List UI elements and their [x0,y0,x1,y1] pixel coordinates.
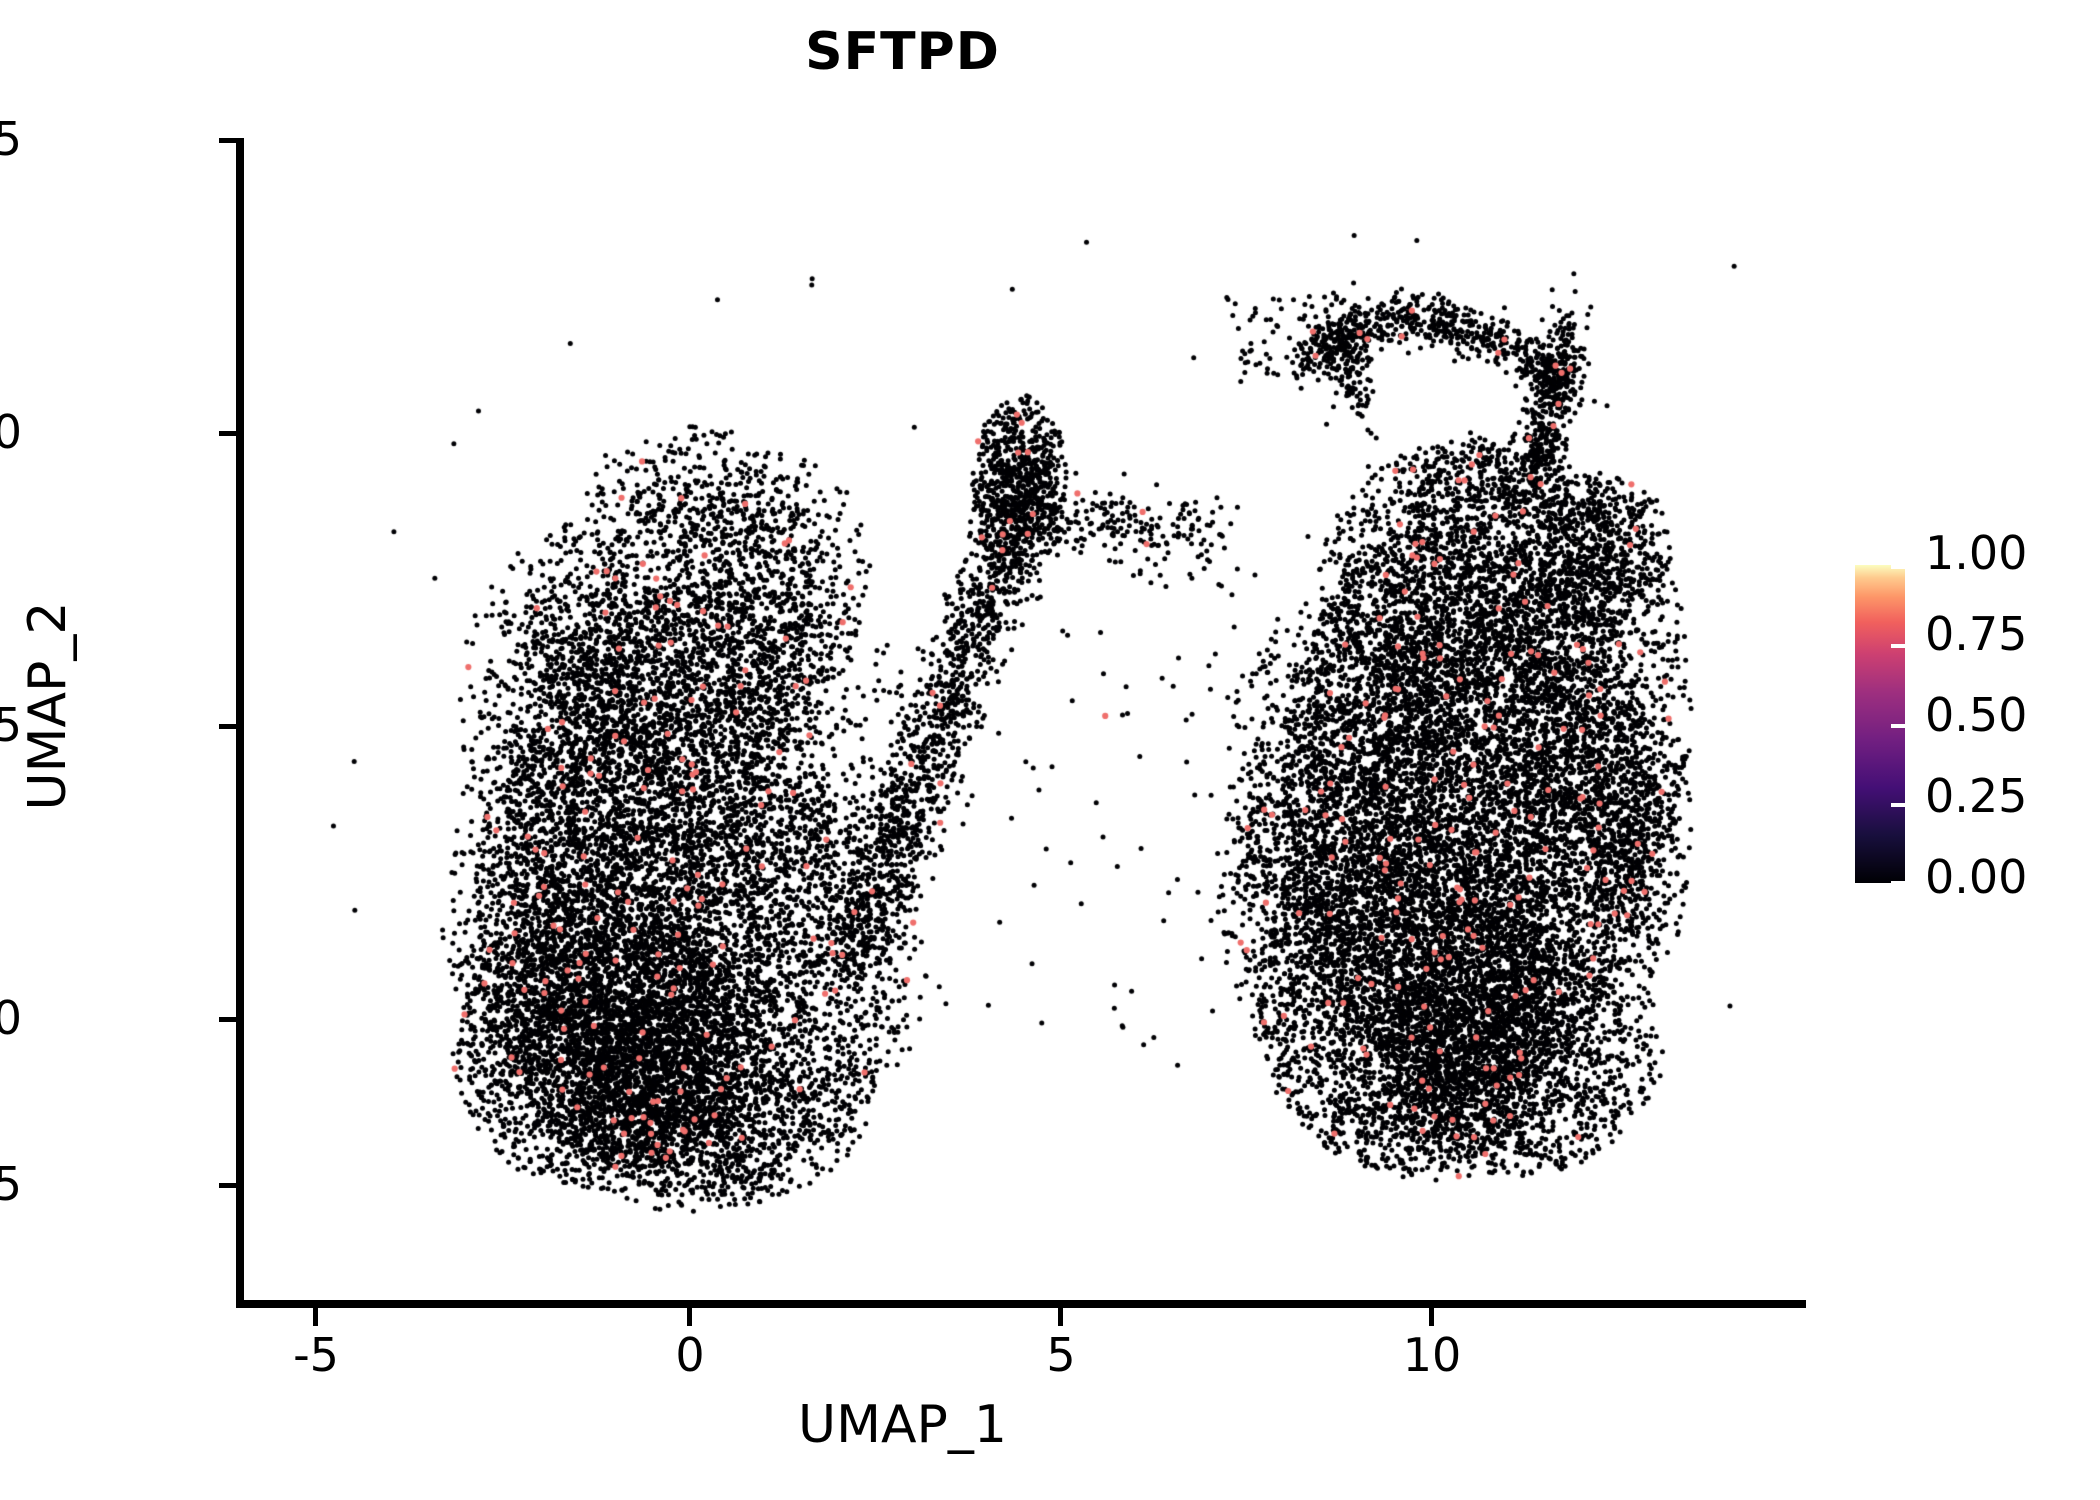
x-tick-label: -5 [293,1328,339,1382]
y-axis-spine [236,138,244,1308]
colorbar: 1.00 0.75 0.50 0.25 0.00 [1855,526,2027,904]
colorbar-label: 0.00 [1925,850,2028,904]
scatter-canvas [243,140,1805,1303]
colorbar-tick [1891,803,1905,807]
y-tick-label: 7.5 [0,112,22,166]
scatter-plot-area [243,140,1805,1303]
colorbar-label: 0.75 [1925,607,2028,661]
x-tick-mark [687,1308,692,1326]
y-tick-label: 5.0 [0,405,22,459]
x-axis-spine [236,1300,1806,1308]
x-tick-label: 0 [675,1328,705,1382]
x-tick-mark [313,1308,318,1326]
x-tick-mark [1429,1308,1434,1326]
colorbar-tick [1891,881,1905,885]
x-tick-mark [1058,1308,1063,1326]
y-tick-label: 2.5 [0,698,22,752]
y-tick-mark [219,1183,236,1188]
y-tick-mark [219,138,236,143]
colorbar-tick [1891,565,1905,569]
colorbar-label: 0.25 [1925,769,2028,823]
x-tick-label: 5 [1046,1328,1076,1382]
y-tick-label: -2.5 [0,1157,22,1211]
y-tick-mark [219,724,236,729]
x-tick-label: 10 [1402,1328,1462,1382]
y-tick-mark [219,1017,236,1022]
y-axis-title: UMAP_2 [18,601,78,811]
y-tick-mark [219,431,236,436]
colorbar-label: 0.50 [1925,688,2028,742]
colorbar-tick [1891,724,1905,728]
y-tick-label: 0.0 [0,991,22,1045]
page-title: SFTPD [805,22,1000,82]
x-axis-title: UMAP_1 [798,1395,1007,1455]
colorbar-tick [1891,644,1905,648]
colorbar-label: 1.00 [1925,526,2028,580]
